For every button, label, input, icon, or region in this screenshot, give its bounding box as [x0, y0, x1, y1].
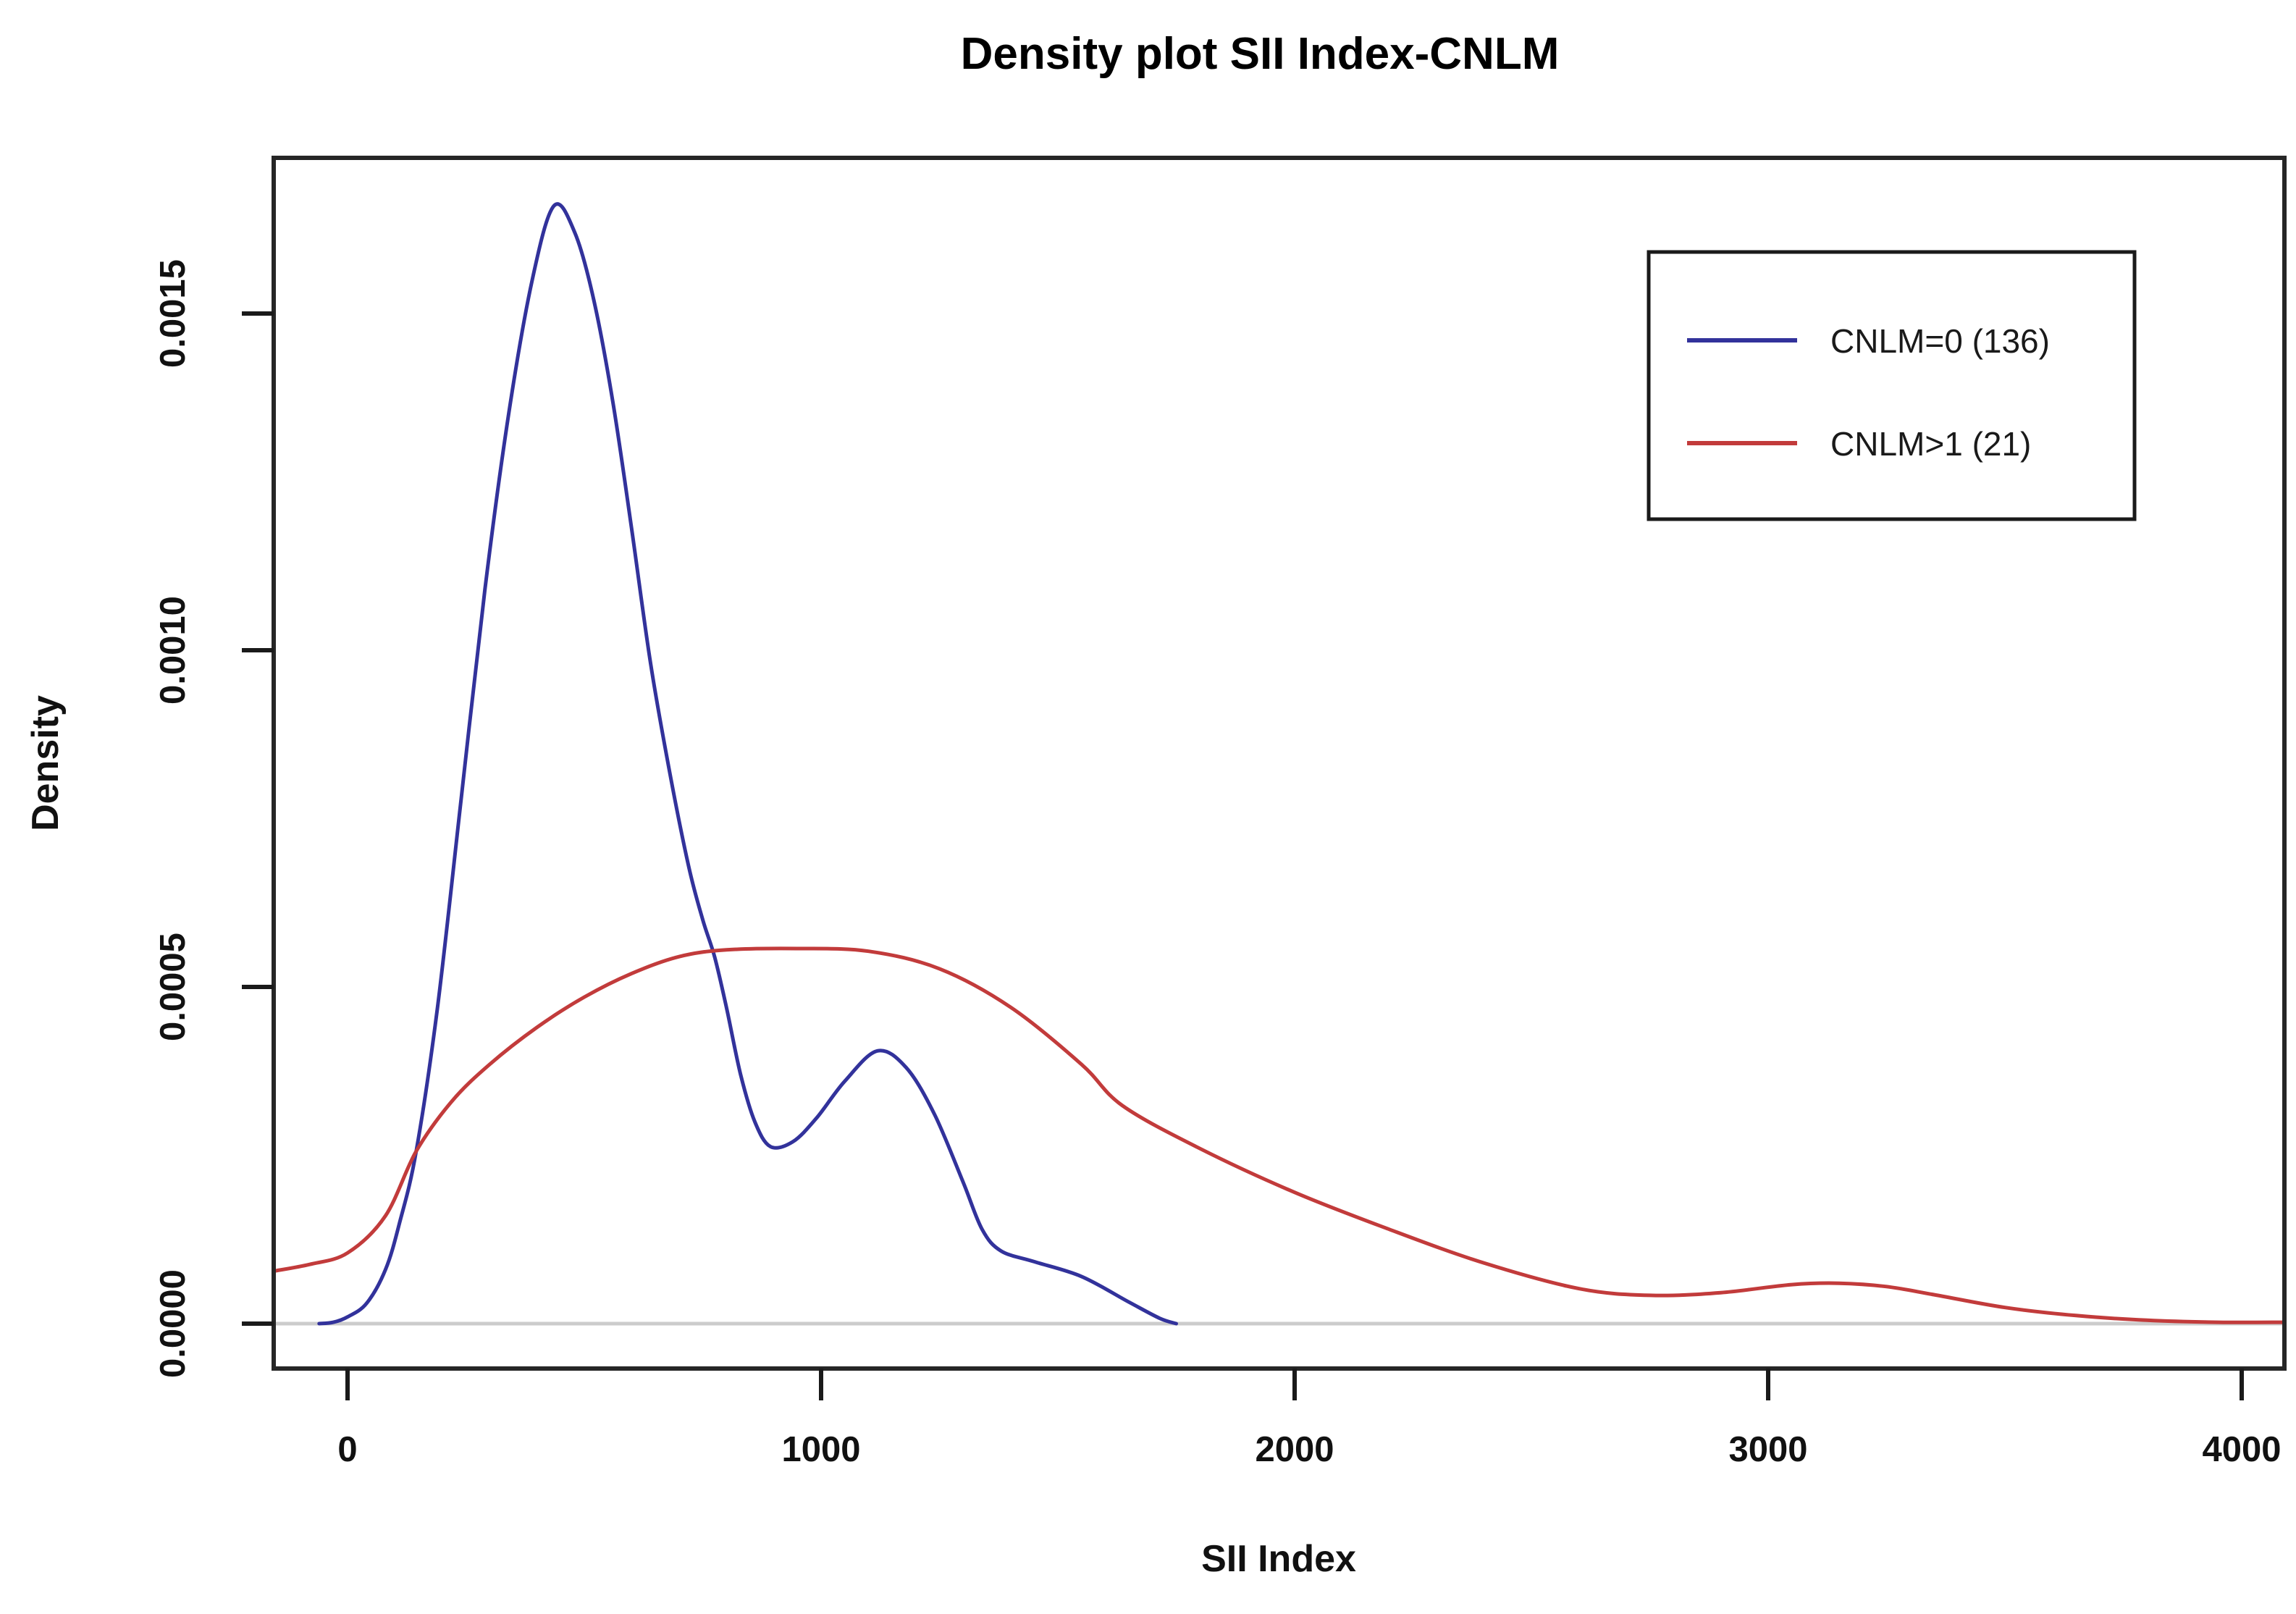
- x-axis-title: SII Index: [1201, 1538, 1356, 1580]
- series-curve-1: [272, 946, 2287, 1324]
- series-curve-0: [317, 202, 1178, 1326]
- curves: [272, 202, 2287, 1326]
- x-tick-label: 3000: [1728, 1430, 1807, 1469]
- legend-label-cnlm0: CNLM=0 (136): [1830, 322, 2050, 360]
- x-tick-label: 2000: [1255, 1430, 1334, 1469]
- legend: CNLM=0 (136) CNLM>1 (21): [1647, 250, 2137, 521]
- y-axis: 0.0000 0.0005 0.0010 0.0015: [154, 259, 274, 1378]
- x-tick-label: 4000: [2202, 1430, 2281, 1469]
- chart-title: Density plot SII Index-CNLM: [961, 29, 1560, 79]
- x-tick-label: 0: [337, 1430, 357, 1469]
- y-axis-title: Density: [25, 695, 67, 831]
- x-axis: 0 1000 2000 3000 4000: [337, 1369, 2282, 1469]
- y-tick-label: 0.0005: [154, 933, 193, 1041]
- plot-box: [272, 156, 2287, 1371]
- legend-box: [1647, 250, 2137, 521]
- y-tick-label: 0.0015: [154, 259, 193, 368]
- y-tick-label: 0.0000: [154, 1269, 193, 1378]
- x-tick-label: 1000: [781, 1430, 860, 1469]
- legend-label-cnlm1: CNLM>1 (21): [1830, 425, 2031, 463]
- y-tick-label: 0.0010: [154, 596, 193, 705]
